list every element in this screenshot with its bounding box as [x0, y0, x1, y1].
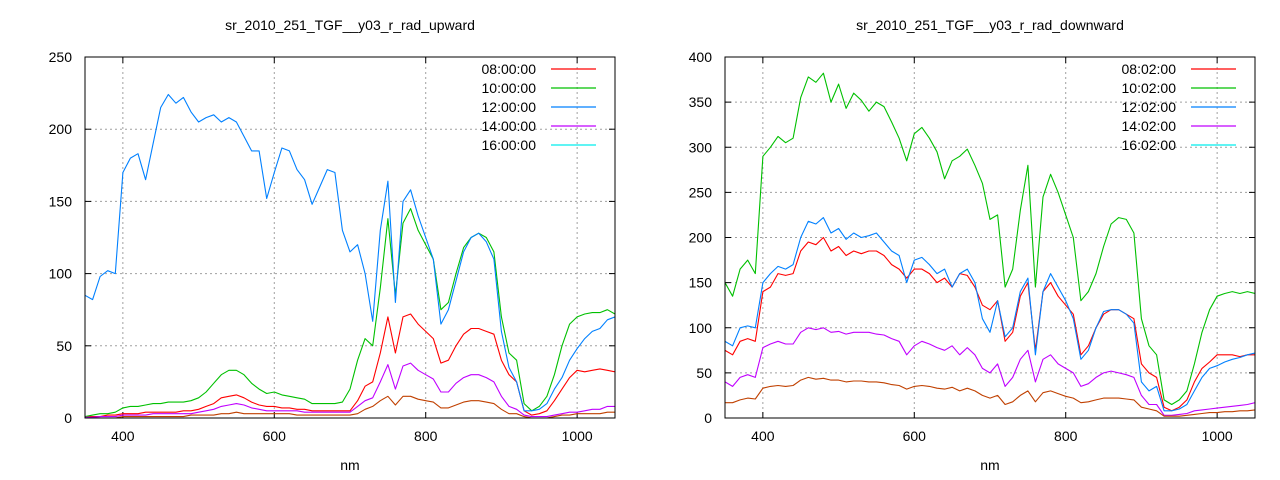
- y-tick-label: 400: [689, 49, 713, 65]
- x-tick-label: 400: [751, 428, 775, 444]
- legend-label: 14:00:00: [482, 118, 537, 134]
- y-tick-label: 200: [689, 230, 713, 246]
- legend-label: 08:02:00: [1122, 61, 1177, 77]
- x-axis-label: nm: [340, 457, 359, 473]
- x-tick-label: 400: [111, 428, 135, 444]
- y-tick-label: 250: [689, 184, 713, 200]
- legend-label: 10:00:00: [482, 80, 537, 96]
- x-tick-label: 1000: [562, 428, 593, 444]
- chart-title: sr_2010_251_TGF__y03_r_rad_downward: [856, 17, 1124, 33]
- chart-panel-1: sr_2010_251_TGF__y03_r_rad_upward 0 50 100 1…: [49, 17, 616, 473]
- series-line-12-02-00: [725, 217, 1255, 412]
- plot-frame: [84, 56, 616, 419]
- legend-label: 14:02:00: [1122, 118, 1177, 134]
- x-tick-label: 1000: [1202, 428, 1233, 444]
- series-line-10-00-00: [85, 208, 615, 418]
- series-line-14-02-00: [725, 327, 1255, 416]
- x-tick-label: 800: [1054, 428, 1078, 444]
- y-tick-label: 150: [49, 193, 73, 209]
- y-tick-label: 150: [689, 275, 713, 291]
- chart-title: sr_2010_251_TGF__y03_r_rad_upward: [225, 17, 475, 33]
- legend-label: 08:00:00: [482, 61, 537, 77]
- series-line-12-00-00: [85, 93, 615, 412]
- legend-label: 12:02:00: [1122, 99, 1177, 115]
- y-tick-label: 50: [696, 365, 712, 381]
- series-line-10-02-00: [725, 72, 1255, 406]
- legend-label: 16:00:00: [482, 137, 537, 153]
- y-tick-label: 100: [49, 266, 73, 282]
- x-tick-label: 600: [263, 428, 287, 444]
- legend-label: 16:02:00: [1122, 137, 1177, 153]
- y-tick-label: 300: [689, 139, 713, 155]
- y-tick-label: 350: [689, 94, 713, 110]
- series-line-16-00-00: [85, 395, 615, 418]
- legend-label: 12:00:00: [482, 99, 537, 115]
- y-tick-label: 100: [689, 320, 713, 336]
- series-line-16-02-00: [725, 376, 1255, 417]
- plot-frame: [724, 56, 1256, 419]
- x-axis-label: nm: [980, 457, 999, 473]
- series-line-08-00-00: [85, 313, 615, 418]
- series-line-14-00-00: [85, 362, 615, 418]
- chart-panel-2: sr_2010_251_TGF__y03_r_rad_downward 0 50 10…: [689, 17, 1256, 473]
- y-tick-label: 250: [49, 49, 73, 65]
- x-tick-label: 600: [903, 428, 927, 444]
- y-tick-label: 0: [704, 410, 712, 426]
- y-tick-label: 50: [56, 338, 72, 354]
- legend-label: 10:02:00: [1122, 80, 1177, 96]
- series-line-08-02-00: [725, 236, 1255, 412]
- y-tick-label: 200: [49, 121, 73, 137]
- x-tick-label: 800: [414, 428, 438, 444]
- y-tick-label: 0: [64, 410, 72, 426]
